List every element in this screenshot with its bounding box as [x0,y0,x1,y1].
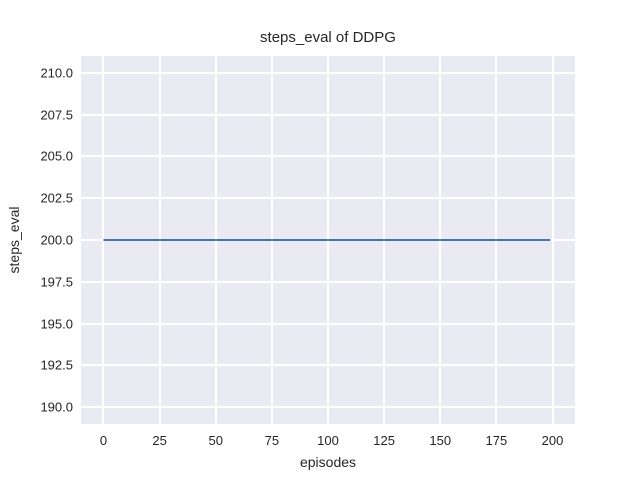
gridline-horizontal [81,280,575,283]
y-tick-label: 205.0 [40,148,73,164]
y-tick-label: 210.0 [40,65,73,81]
y-tick-label: 207.5 [40,107,73,123]
gridline-horizontal [81,364,575,367]
gridline-horizontal [81,406,575,409]
chart-title: steps_eval of DDPG [260,29,396,46]
x-axis-label: episodes [299,454,357,470]
x-tick-label: 75 [264,433,280,448]
y-tick-label: 195.0 [40,316,73,332]
y-tick-label: 192.5 [40,357,73,373]
x-tick-label: 100 [317,433,339,448]
y-tick-label: 202.5 [40,190,73,206]
x-tick-label: 125 [373,433,395,448]
series-svg [103,239,551,241]
gridline-horizontal [81,155,575,158]
gridline-horizontal [81,322,575,325]
x-tick-label: 25 [152,433,167,448]
x-tick-label: 175 [485,433,508,448]
y-axis-label: steps_eval [6,206,22,274]
x-tick-label: 200 [541,433,564,448]
x-tick-label: 0 [99,433,108,448]
plot-area [81,56,575,424]
gridline-horizontal [81,113,575,116]
y-tick-label: 200.0 [40,232,73,248]
x-tick-label: 150 [429,433,452,448]
gridline-horizontal [81,71,575,74]
y-tick-label: 190.0 [40,399,73,415]
x-tick-label: 50 [208,433,223,448]
y-tick-label: 197.5 [40,274,73,290]
gridline-horizontal [81,197,575,200]
